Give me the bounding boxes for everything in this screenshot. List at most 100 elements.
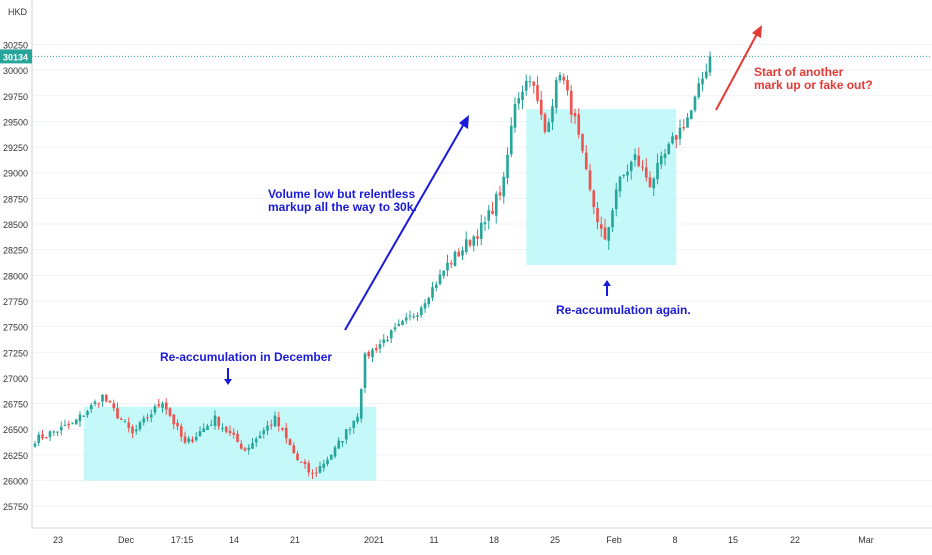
candle-body bbox=[371, 349, 374, 358]
candle-body bbox=[558, 75, 562, 81]
grid-layer bbox=[32, 44, 932, 507]
candle-body bbox=[581, 134, 584, 151]
candle-body bbox=[78, 414, 82, 422]
candle-body bbox=[112, 403, 116, 409]
candle-body bbox=[74, 419, 78, 425]
candle-body bbox=[71, 422, 74, 424]
candle-body bbox=[442, 270, 446, 276]
candle-body bbox=[101, 394, 104, 402]
candle-body bbox=[667, 143, 671, 155]
candle-body bbox=[284, 427, 288, 439]
candle-body bbox=[318, 466, 322, 473]
candle-body bbox=[138, 422, 142, 430]
again-annotation: Re-accumulation again. bbox=[556, 303, 691, 317]
candle-body bbox=[168, 408, 172, 416]
time-tick-label: 15 bbox=[728, 535, 738, 545]
candle-body bbox=[344, 429, 348, 440]
candle-body bbox=[131, 426, 134, 434]
candle-body bbox=[142, 418, 146, 423]
candle-body bbox=[179, 426, 183, 437]
candle-body bbox=[146, 417, 149, 419]
candle-body bbox=[153, 406, 157, 413]
candle-body bbox=[554, 79, 558, 108]
candle-body bbox=[191, 439, 194, 442]
candle-body bbox=[502, 176, 506, 197]
zone-layer bbox=[83, 109, 677, 481]
candle-body bbox=[656, 162, 659, 180]
candle-body bbox=[67, 423, 71, 426]
candle-body bbox=[41, 434, 44, 439]
candle-body bbox=[104, 394, 108, 402]
candle-body bbox=[363, 353, 367, 389]
candle-body bbox=[326, 459, 329, 465]
price-tick-label: 27000 bbox=[3, 374, 28, 384]
candle-body bbox=[648, 177, 652, 188]
candle-body bbox=[56, 431, 59, 433]
candle-body bbox=[52, 431, 56, 433]
candle-body bbox=[584, 152, 588, 170]
candle-body bbox=[697, 83, 701, 98]
candle-body bbox=[198, 431, 202, 437]
price-tick-label: 29500 bbox=[3, 117, 28, 127]
candle-body bbox=[427, 298, 431, 304]
candle-body bbox=[532, 81, 536, 86]
candle-body bbox=[408, 315, 412, 317]
candle-body bbox=[423, 303, 427, 309]
candle-body bbox=[329, 454, 333, 460]
candle-body bbox=[539, 99, 543, 115]
price-tick-label: 26250 bbox=[3, 451, 28, 461]
candle-body bbox=[59, 426, 63, 431]
candle-body bbox=[258, 435, 262, 439]
price-tick-label: 26000 bbox=[3, 477, 28, 487]
candle-body bbox=[378, 344, 382, 349]
candle-body bbox=[637, 155, 641, 166]
candle-body bbox=[299, 461, 303, 463]
december-annotation: Re-accumulation in December bbox=[160, 350, 333, 364]
candle-body bbox=[457, 251, 461, 257]
candle-body bbox=[521, 91, 524, 101]
candle-body bbox=[622, 175, 626, 177]
candle-body bbox=[307, 463, 311, 473]
time-tick-label: 23 bbox=[53, 535, 63, 545]
price-tick-label: 29000 bbox=[3, 169, 28, 179]
price-tick-label: 29250 bbox=[3, 143, 28, 153]
december-arrow-head bbox=[224, 379, 232, 385]
candle-body bbox=[254, 438, 258, 443]
candle-body bbox=[157, 404, 161, 407]
candle-body bbox=[239, 443, 243, 449]
candle-body bbox=[704, 71, 708, 78]
candle-body bbox=[251, 443, 254, 449]
last-price-label: 30134 bbox=[3, 52, 28, 62]
annotation-layer bbox=[224, 25, 762, 385]
candle-body bbox=[386, 339, 389, 341]
candle-body bbox=[183, 436, 187, 443]
candle-body bbox=[172, 414, 176, 425]
candle-body bbox=[596, 207, 599, 223]
candle-body bbox=[491, 211, 494, 215]
candle-body bbox=[573, 112, 577, 117]
candle-body bbox=[221, 427, 224, 429]
candle-body bbox=[382, 339, 386, 343]
time-tick-label: 11 bbox=[429, 535, 438, 545]
candle-body bbox=[461, 250, 464, 256]
candle-body bbox=[374, 347, 378, 351]
candle-body bbox=[708, 56, 712, 73]
price-tick-label: 25750 bbox=[3, 502, 28, 512]
candle-body bbox=[641, 166, 644, 168]
candle-body bbox=[149, 414, 153, 418]
candle-body bbox=[701, 78, 704, 85]
candle-body bbox=[367, 352, 371, 357]
candle-body bbox=[479, 222, 483, 239]
candle-body bbox=[464, 239, 468, 252]
question-annotation-line2: mark up or fake out? bbox=[754, 78, 873, 92]
candle-body bbox=[397, 324, 401, 327]
price-tick-label: 28750 bbox=[3, 194, 28, 204]
candle-body bbox=[449, 263, 453, 265]
price-tick-label: 27500 bbox=[3, 323, 28, 333]
candle-body bbox=[352, 420, 356, 429]
candle-body bbox=[446, 262, 449, 271]
candle-body bbox=[82, 415, 86, 417]
candle-body bbox=[314, 472, 318, 474]
candle-body bbox=[547, 122, 551, 132]
